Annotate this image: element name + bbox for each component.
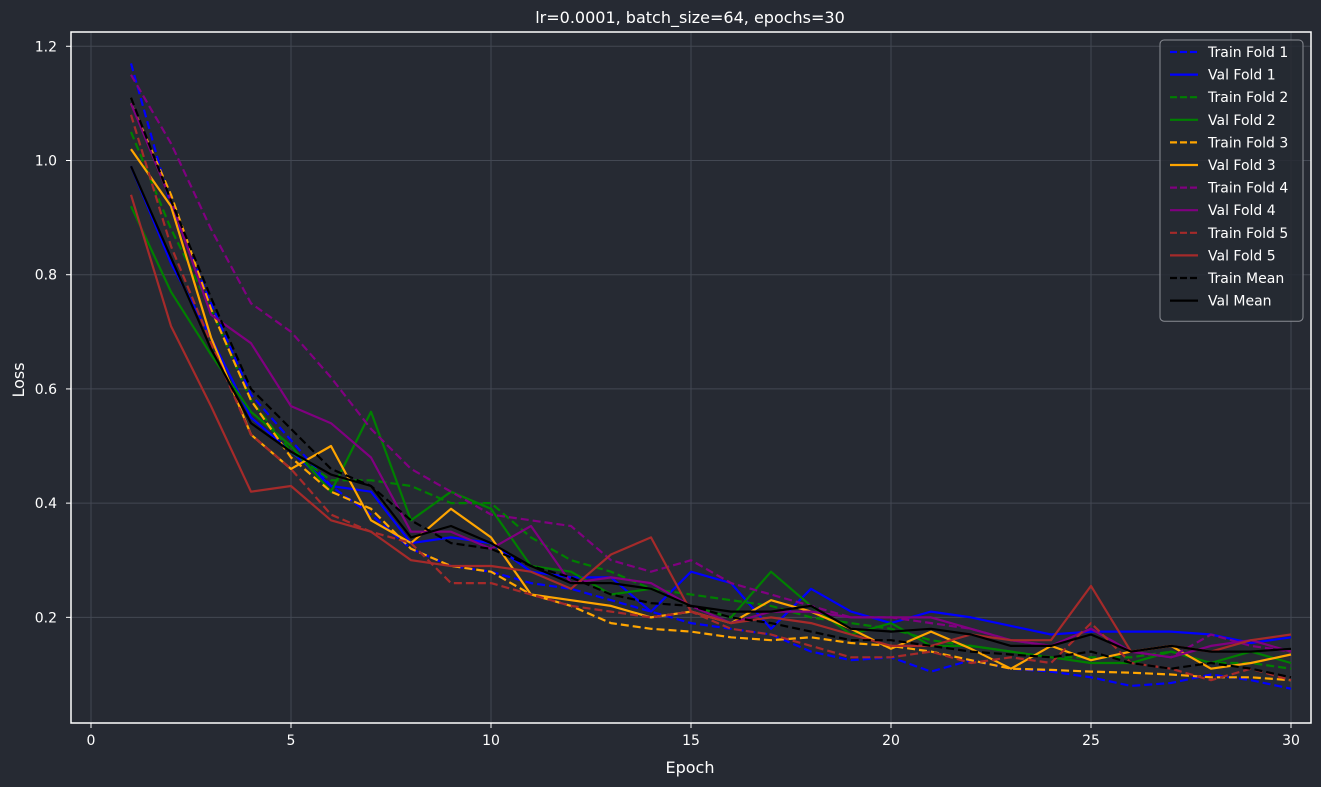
series-line-train-fold-2: [129, 131, 1292, 670]
y-tick-label: 0.4: [35, 496, 57, 512]
y-tick-label: 0.2: [35, 610, 57, 626]
series-line-train-fold-5: [129, 114, 1292, 682]
y-tick-label: 1.2: [35, 39, 57, 55]
series-line-train-fold-3: [129, 102, 1292, 682]
x-axis-label: Epoch: [666, 758, 715, 777]
legend-label-train-fold-5: Train Fold 5: [1207, 226, 1288, 242]
series-line-train-mean: [129, 97, 1292, 679]
axis-ticks: 0 5 10 15 20 25 30 0.2 0.4 0.6 0.8 1.0 1.2: [35, 39, 1300, 749]
legend-label-val-fold-3: Val Fold 3: [1208, 158, 1276, 174]
grid: [71, 32, 1311, 723]
series-line-train-fold-4: [130, 74, 1292, 659]
y-tick-label: 0.6: [35, 382, 57, 398]
series-line-val-fold-5: [129, 194, 1292, 653]
legend: Train Fold 1 Val Fold 1 Train Fold 2 Val Fo…: [1159, 39, 1304, 322]
series-line-val-mean: [129, 165, 1292, 653]
legend-label-val-fold-1: Val Fold 1: [1208, 68, 1276, 84]
x-tick-label: 0: [87, 733, 96, 749]
legend-label-val-mean: Val Mean: [1208, 294, 1272, 310]
legend-label-val-fold-2: Val Fold 2: [1208, 113, 1276, 129]
y-axis-label: Loss: [9, 362, 28, 397]
y-tick-label: 1.0: [35, 153, 57, 169]
legend-label-train-fold-3: Train Fold 3: [1207, 135, 1288, 151]
x-tick-label: 25: [1082, 733, 1100, 749]
x-tick-label: 10: [482, 733, 500, 749]
series-lines: [129, 63, 1292, 690]
legend-label-train-fold-4: Train Fold 4: [1207, 181, 1288, 197]
series-line-val-fold-4: [129, 102, 1292, 659]
legend-label-val-fold-4: Val Fold 4: [1208, 203, 1276, 219]
x-tick-label: 5: [287, 733, 296, 749]
y-tick-label: 0.8: [35, 268, 57, 284]
legend-box: [1159, 39, 1304, 322]
x-tick-label: 20: [882, 733, 900, 749]
series-line-train-fold-1: [129, 63, 1292, 690]
legend-label-train-fold-2: Train Fold 2: [1207, 90, 1288, 106]
legend-label-train-fold-1: Train Fold 1: [1207, 45, 1288, 61]
x-tick-label: 15: [682, 733, 700, 749]
legend-label-train-mean: Train Mean: [1207, 271, 1284, 287]
x-tick-label: 30: [1282, 733, 1300, 749]
chart-title: lr=0.0001, batch_size=64, epochs=30: [535, 8, 845, 28]
legend-label-val-fold-5: Val Fold 5: [1208, 248, 1276, 264]
